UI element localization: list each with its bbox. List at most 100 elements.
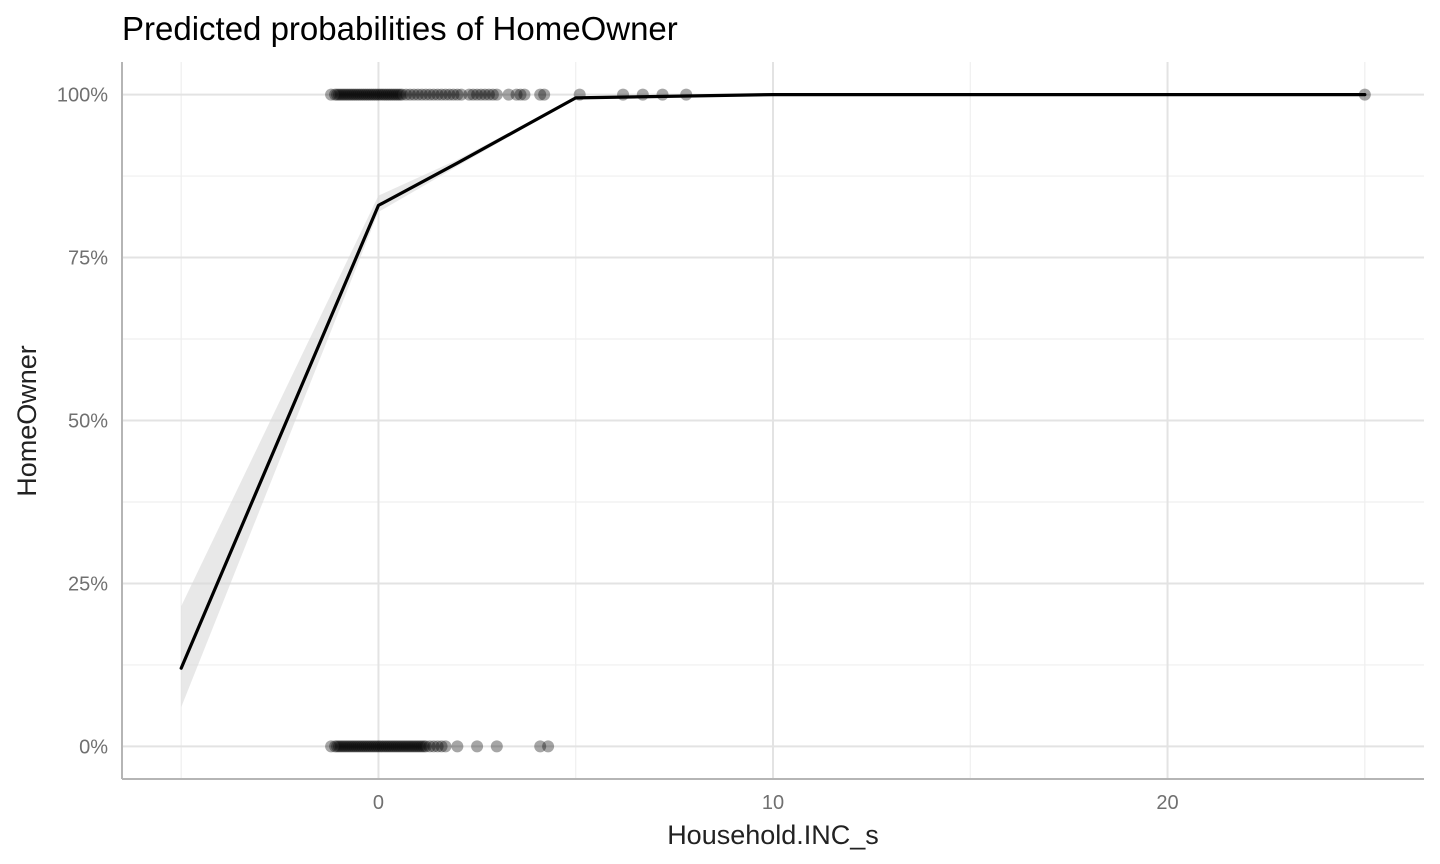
- grid-layer: [122, 62, 1424, 779]
- observation-point: [358, 740, 371, 753]
- observation-point: [386, 88, 399, 101]
- observation-point: [475, 88, 488, 101]
- x-tick-label: 0: [373, 792, 384, 814]
- observation-points-layer: [325, 88, 1371, 753]
- observation-point: [333, 740, 345, 753]
- observation-point: [431, 740, 444, 753]
- x-tick-label: 10: [762, 792, 784, 814]
- observation-point: [362, 88, 375, 101]
- axis-layer: [121, 62, 1424, 780]
- observation-point: [617, 88, 630, 101]
- observation-point: [402, 740, 415, 753]
- observation-point: [392, 88, 405, 101]
- observation-point: [342, 88, 355, 101]
- observation-point: [407, 88, 420, 101]
- observation-point: [534, 88, 547, 101]
- prediction-line-layer: [179, 92, 1367, 670]
- observation-point: [439, 88, 452, 101]
- observation-point: [514, 88, 527, 101]
- observation-point: [534, 740, 547, 753]
- observation-point: [388, 740, 401, 753]
- observation-point: [346, 88, 359, 101]
- observation-point: [336, 740, 349, 753]
- observation-point: [478, 88, 491, 101]
- observation-point: [419, 740, 432, 753]
- tick-label-layer: 0 10 20 0% 25% 50% 75% 100%: [57, 85, 1179, 814]
- y-tick-label: 0%: [79, 736, 108, 758]
- observation-point: [344, 88, 357, 101]
- observation-point: [348, 740, 361, 753]
- observation-point: [427, 88, 440, 101]
- observation-point: [447, 88, 460, 101]
- prediction-line: [179, 92, 1367, 670]
- observation-point: [370, 740, 383, 753]
- observation-point: [376, 740, 389, 753]
- observation-point: [334, 88, 347, 101]
- observation-point: [471, 740, 484, 753]
- observation-point: [368, 740, 381, 753]
- observation-point: [490, 88, 503, 101]
- observation-point: [338, 740, 351, 753]
- observation-point: [451, 740, 464, 753]
- observation-point: [415, 740, 428, 753]
- observation-point: [358, 88, 371, 101]
- observation-point: [342, 740, 355, 753]
- observation-point: [435, 88, 448, 101]
- observation-point: [374, 88, 387, 101]
- y-tick-label: 100%: [57, 85, 108, 107]
- observation-point: [366, 88, 379, 101]
- observation-point: [386, 740, 399, 753]
- observation-point: [411, 88, 424, 101]
- observation-point: [394, 88, 407, 101]
- observation-point: [431, 88, 444, 101]
- observation-point: [396, 740, 409, 753]
- observation-point: [636, 88, 649, 101]
- observation-point: [542, 740, 555, 753]
- observation-point: [435, 740, 448, 753]
- observation-point: [344, 740, 357, 753]
- observation-point: [409, 740, 422, 753]
- x-tick-label: 20: [1156, 792, 1178, 814]
- observation-point: [340, 740, 353, 753]
- observation-point: [405, 740, 418, 753]
- observation-point: [364, 88, 377, 101]
- observation-point: [482, 88, 495, 101]
- observation-point: [331, 740, 344, 753]
- observation-point: [350, 88, 363, 101]
- observation-point: [451, 88, 464, 101]
- observation-point: [390, 88, 403, 101]
- observation-point: [336, 88, 349, 101]
- observation-point: [407, 740, 420, 753]
- observation-point: [486, 88, 499, 101]
- observation-point: [384, 88, 397, 101]
- observation-point: [417, 740, 430, 753]
- chart-title: Predicted probabilities of HomeOwner: [122, 10, 678, 47]
- observation-point: [331, 88, 344, 101]
- observation-point: [350, 740, 363, 753]
- observation-point: [411, 740, 424, 753]
- observation-point: [380, 88, 393, 101]
- observation-point: [384, 740, 397, 753]
- observation-point: [490, 740, 503, 753]
- y-axis-title: HomeOwner: [12, 345, 42, 497]
- observation-point: [362, 740, 375, 753]
- observation-point: [378, 88, 391, 101]
- y-tick-label: 25%: [68, 573, 108, 595]
- observation-point: [463, 88, 476, 101]
- observation-point: [413, 740, 426, 753]
- y-tick-label: 50%: [68, 411, 108, 433]
- observation-point: [404, 88, 417, 101]
- observation-point: [467, 88, 480, 101]
- observation-point: [333, 88, 345, 101]
- observation-point: [400, 88, 413, 101]
- observation-point: [538, 88, 551, 101]
- observation-point: [390, 740, 403, 753]
- observation-point: [518, 88, 531, 101]
- observation-point: [372, 88, 385, 101]
- y-tick-label: 75%: [68, 248, 108, 270]
- observation-point: [439, 740, 452, 753]
- observation-point: [376, 88, 389, 101]
- observation-point: [378, 740, 391, 753]
